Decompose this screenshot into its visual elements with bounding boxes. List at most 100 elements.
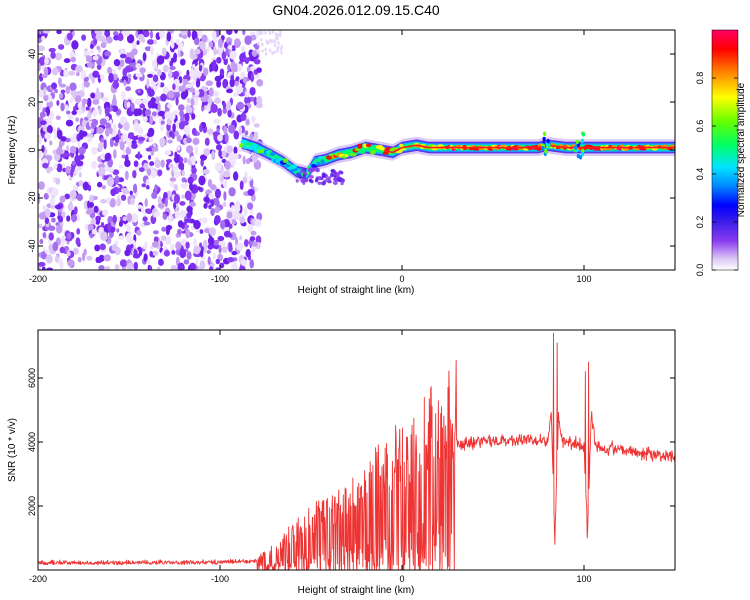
- spectrogram-cell: [257, 49, 261, 54]
- bottom-y-axis: 2000 4000 6000: [27, 368, 675, 516]
- spectrogram-cell: [267, 30, 271, 33]
- spectrogram-cell: [173, 156, 180, 163]
- spectrogram-cell: [175, 242, 182, 250]
- spectrogram-cell: [126, 212, 133, 223]
- spectrogram-cell: [199, 124, 203, 133]
- spectrogram-cell: [253, 123, 260, 128]
- spectrogram-cell: [100, 199, 107, 204]
- spectrogram-cell: [55, 177, 61, 185]
- spectrogram-cell: [59, 260, 64, 270]
- spectrogram-cell: [96, 181, 103, 188]
- spectrogram-cell: [168, 69, 173, 78]
- bottom-y-tick-label: 6000: [27, 368, 37, 388]
- spectrogram-cell: [176, 145, 181, 151]
- spectrogram-cell: [167, 139, 173, 144]
- spectrogram-cell: [96, 45, 101, 50]
- spectrogram-cell: [193, 97, 199, 105]
- spectrogram-cell: [230, 74, 235, 81]
- spectrogram-cell: [129, 197, 135, 206]
- spectrogram-cell: [157, 195, 162, 206]
- spectrogram-cell: [122, 149, 126, 154]
- spectrogram-cell: [166, 31, 172, 42]
- spectrogram-cell: [191, 127, 197, 136]
- spectrogram-cell: [39, 120, 47, 126]
- spectrogram-cell: [193, 36, 200, 46]
- spectrogram-cell: [113, 142, 119, 147]
- spectrogram-cell: [106, 222, 112, 231]
- spectrogram-cell: [164, 197, 168, 208]
- spectrogram-cell: [142, 30, 150, 38]
- spectrogram-cell: [46, 167, 51, 174]
- spectrogram-cell: [57, 77, 62, 86]
- spectrogram-cell: [175, 38, 181, 46]
- spectrogram-cell: [104, 51, 112, 57]
- spectrogram-cell: [169, 112, 176, 121]
- spectrogram-cell: [135, 63, 141, 69]
- spectrogram-cell: [42, 231, 47, 239]
- spectrogram-cell: [38, 192, 41, 198]
- spectrogram-cell: [581, 148, 585, 154]
- spectrogram-cell: [235, 200, 241, 210]
- spectrogram-cell: [142, 52, 147, 62]
- spectrogram-cell: [130, 243, 134, 249]
- top-x-tick-label: 0: [399, 274, 404, 284]
- spectrogram-cell: [213, 45, 217, 56]
- spectrogram-cell: [184, 112, 190, 123]
- spectrogram-cell: [167, 90, 175, 99]
- spectrogram-cell: [223, 191, 227, 201]
- spectrogram-cell: [38, 261, 46, 267]
- spectrogram-cell: [249, 259, 255, 269]
- spectrogram-cell: [203, 196, 210, 203]
- top-y-tick-label: 20: [27, 97, 37, 107]
- spectrogram-cell: [150, 97, 156, 104]
- spectrogram-cell: [164, 150, 172, 156]
- spectrogram-cell: [544, 148, 548, 154]
- spectrogram-cell: [177, 262, 185, 270]
- spectrogram-cell: [158, 258, 164, 266]
- spectrogram-cell: [177, 50, 181, 58]
- spectrogram-cell: [65, 145, 70, 153]
- spectrogram-cell: [235, 76, 240, 81]
- spectrogram-cell: [93, 195, 98, 201]
- spectrogram-cell: [78, 146, 86, 155]
- spectrogram-cell: [249, 236, 256, 242]
- spectrogram-cell: [63, 58, 71, 64]
- spectrogram-cell: [162, 64, 169, 73]
- spectrogram-cell: [85, 106, 90, 111]
- spectrogram-cell: [83, 50, 91, 56]
- spectrogram-cell: [188, 87, 196, 93]
- spectrogram-cell: [90, 43, 94, 50]
- spectrogram-cell: [214, 206, 221, 214]
- spectrogram-cell: [227, 64, 231, 72]
- spectrogram-cell: [240, 46, 246, 53]
- spectrogram-cell: [160, 93, 167, 102]
- spectrogram-cell: [126, 224, 131, 233]
- spectrogram-cell: [179, 58, 186, 66]
- spectrogram-cell: [277, 32, 280, 37]
- spectrogram-cell: [169, 65, 176, 71]
- spectrogram-cell: [242, 176, 248, 184]
- spectrogram-cell: [153, 211, 161, 217]
- spectrogram-cell: [95, 35, 101, 40]
- spectrogram-cell: [87, 136, 92, 143]
- colorbar-tick-label: 0.4: [695, 168, 705, 181]
- spectrogram-cell: [257, 41, 260, 46]
- spectrogram-cell: [217, 235, 225, 242]
- spectrogram-cell: [56, 100, 60, 106]
- bottom-y-axis-label: SNR (10 * v/v): [7, 418, 18, 482]
- spectrogram-cell: [139, 104, 146, 109]
- bottom-x-tick-label: 100: [576, 574, 591, 584]
- colorbar-tick-label: 0.8: [695, 72, 705, 85]
- spectrogram-cell: [250, 155, 258, 163]
- spectrogram-cell: [142, 244, 148, 250]
- spectrogram-cell: [123, 121, 130, 131]
- spectrogram-cell: [178, 85, 183, 92]
- spectrogram-cell: [203, 48, 208, 56]
- spectrogram-cell: [206, 249, 211, 254]
- spectrogram-cell: [226, 88, 234, 94]
- spectrogram-cell: [77, 256, 82, 263]
- spectrogram-cell: [74, 95, 82, 103]
- spectrogram-cell: [56, 129, 63, 140]
- spectrogram-cell: [151, 59, 158, 69]
- spectrogram-cell: [546, 138, 550, 144]
